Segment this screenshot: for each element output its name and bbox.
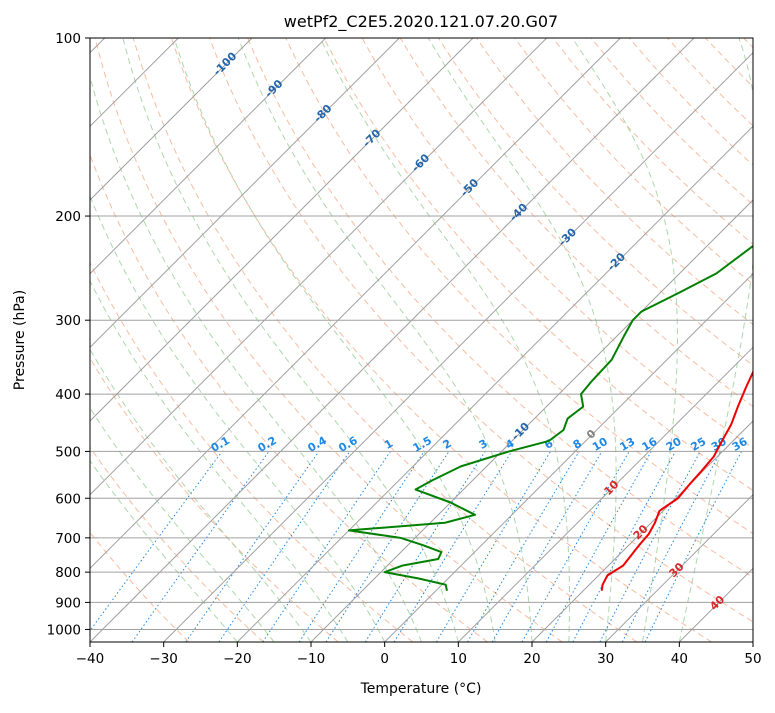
plot-frame — [90, 38, 753, 642]
isotherm-label: -60 — [409, 151, 432, 174]
isotherm-label: -30 — [556, 225, 579, 248]
dry-adiabat — [438, 38, 775, 642]
x-tick-label: 10 — [450, 651, 467, 667]
x-axis: −40 −30 −20 −10 0 10 20 30 40 50 — [76, 642, 762, 667]
background-lines — [0, 38, 775, 642]
x-tick-label: −40 — [76, 651, 105, 667]
moist-adiabat — [174, 38, 495, 642]
isotherm — [385, 38, 775, 642]
moist-adiabat — [81, 38, 422, 642]
isotherm — [458, 38, 775, 642]
mixing-ratio-line — [468, 451, 580, 642]
x-tick-label: −30 — [149, 651, 178, 667]
y-tick-label: 600 — [55, 491, 81, 507]
mixing-ratio-line — [82, 451, 222, 642]
dry-adiabat — [0, 38, 338, 642]
mixing-ratio-label: 6 — [542, 437, 555, 452]
dewpoint-line — [349, 38, 775, 591]
mixing-ratio-label: 2 — [441, 437, 454, 452]
isotherm — [0, 38, 399, 642]
dry-adiabat — [0, 38, 264, 642]
isotherm — [0, 38, 326, 642]
y-tick-label: 400 — [55, 387, 81, 403]
moist-adiabat — [679, 38, 759, 642]
moist-adiabat — [0, 38, 311, 642]
y-tick-label: 300 — [55, 313, 81, 329]
moist-adiabat — [320, 38, 569, 642]
mixing-ratio-line — [263, 451, 391, 642]
dry-adiabat — [553, 38, 775, 642]
isotherm-label: -50 — [458, 176, 481, 199]
dry-adiabat — [744, 38, 775, 642]
y-tick-label: 1000 — [47, 622, 81, 638]
isotherm — [90, 38, 694, 642]
mixing-ratio-line — [600, 451, 700, 642]
dry-adiabat — [0, 38, 189, 642]
dry-adiabat — [667, 38, 775, 642]
isotherm-label: 20 — [631, 522, 651, 542]
temperature-line — [602, 38, 775, 591]
isotherm-label: -80 — [311, 102, 334, 125]
isotherm — [679, 38, 775, 642]
y-tick-label: 100 — [55, 31, 81, 47]
moist-adiabat — [0, 38, 274, 642]
x-tick-label: 0 — [380, 651, 389, 667]
chart-title: wetPf2_C2E5.2020.121.07.20.G07 — [284, 12, 558, 32]
moist-adiabat — [572, 38, 677, 642]
moist-adiabat — [15, 38, 348, 642]
x-tick-label: 50 — [744, 651, 761, 667]
mixing-ratio-line — [299, 451, 424, 642]
isotherm — [0, 38, 252, 642]
x-tick-label: 40 — [671, 651, 688, 667]
x-tick-label: 30 — [597, 651, 614, 667]
moist-adiabat — [123, 38, 458, 642]
isotherm-label: -40 — [507, 201, 530, 224]
mixing-ratio-line — [546, 451, 651, 642]
isotherm — [0, 38, 547, 642]
y-tick-label: 900 — [55, 595, 81, 611]
dry-adiabat — [57, 38, 488, 642]
y-tick-label: 500 — [55, 444, 81, 460]
dry-adiabat — [591, 38, 775, 642]
y-tick-label: 200 — [55, 209, 81, 225]
mixing-ratio-line — [573, 451, 676, 642]
x-tick-label: −20 — [223, 651, 252, 667]
moist-adiabat — [0, 38, 237, 642]
isotherm-label: -20 — [605, 250, 628, 273]
mixing-ratio-line — [326, 451, 449, 642]
dry-adiabat — [515, 38, 775, 642]
x-axis-title: Temperature (°C) — [360, 681, 482, 697]
mixing-ratio-line — [219, 451, 350, 642]
isotherm-label: 40 — [707, 593, 727, 613]
profile-lines — [349, 38, 775, 591]
dry-adiabat — [19, 38, 413, 642]
y-axis: 100 200 300 400 500 600 700 800 900 1000 — [47, 31, 90, 638]
mixing-ratio-line — [436, 451, 550, 642]
isotherm-label: -100 — [211, 49, 240, 78]
isotherm-label: -10 — [509, 420, 532, 443]
y-tick-label: 800 — [55, 565, 81, 581]
x-tick-label: −10 — [297, 651, 326, 667]
isotherm — [16, 38, 620, 642]
isotherm-label: -90 — [262, 77, 285, 100]
dry-adiabat — [706, 38, 775, 642]
isotherm-label: -70 — [360, 126, 383, 149]
y-tick-label: 700 — [55, 531, 81, 547]
isotherm — [311, 38, 775, 642]
isotherm — [753, 38, 775, 642]
x-tick-label: 20 — [523, 651, 540, 667]
y-axis-title: Pressure (hPa) — [12, 290, 28, 390]
